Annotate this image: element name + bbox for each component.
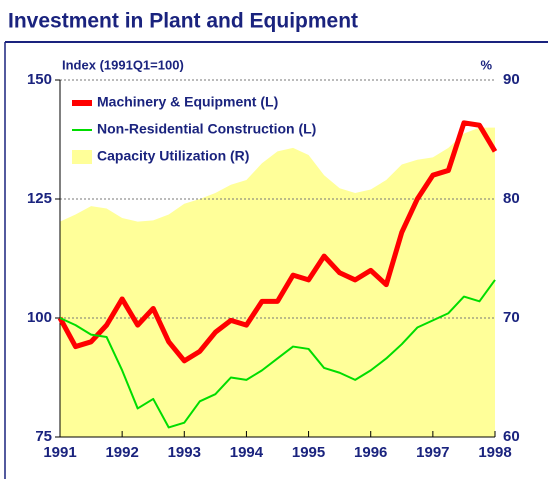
x-tick-label: 1994 bbox=[230, 444, 264, 461]
y-tick-label: 100 bbox=[27, 309, 52, 326]
y-tick-label: 150 bbox=[27, 71, 52, 88]
x-tick-label: 1995 bbox=[292, 444, 325, 461]
y2-tick-label: 60 bbox=[503, 428, 520, 445]
y-tick-label: 125 bbox=[27, 190, 52, 207]
legend-label: Capacity Utilization (R) bbox=[97, 148, 249, 164]
y-axis-label: Index (1991Q1=100) bbox=[62, 57, 184, 72]
x-tick-label: 1996 bbox=[354, 444, 387, 461]
x-tick-label: 1997 bbox=[416, 444, 449, 461]
legend-swatch bbox=[72, 150, 92, 164]
y2-tick-label: 90 bbox=[503, 71, 520, 88]
x-tick-label: 1998 bbox=[478, 444, 511, 461]
chart-title: Investment in Plant and Equipment bbox=[8, 10, 358, 33]
legend-label: Non-Residential Construction (L) bbox=[97, 121, 316, 137]
y2-tick-label: 80 bbox=[503, 190, 520, 207]
y-tick-label: 75 bbox=[35, 428, 52, 445]
x-tick-label: 1993 bbox=[168, 444, 201, 461]
legend-label: Machinery & Equipment (L) bbox=[97, 94, 278, 110]
x-tick-label: 1991 bbox=[43, 444, 76, 461]
area bbox=[60, 127, 495, 437]
line bbox=[57, 120, 498, 364]
x-tick-label: 1992 bbox=[105, 444, 138, 461]
line bbox=[59, 279, 496, 429]
y2-tick-label: 70 bbox=[503, 309, 520, 326]
y2-axis-label: % bbox=[480, 57, 492, 72]
